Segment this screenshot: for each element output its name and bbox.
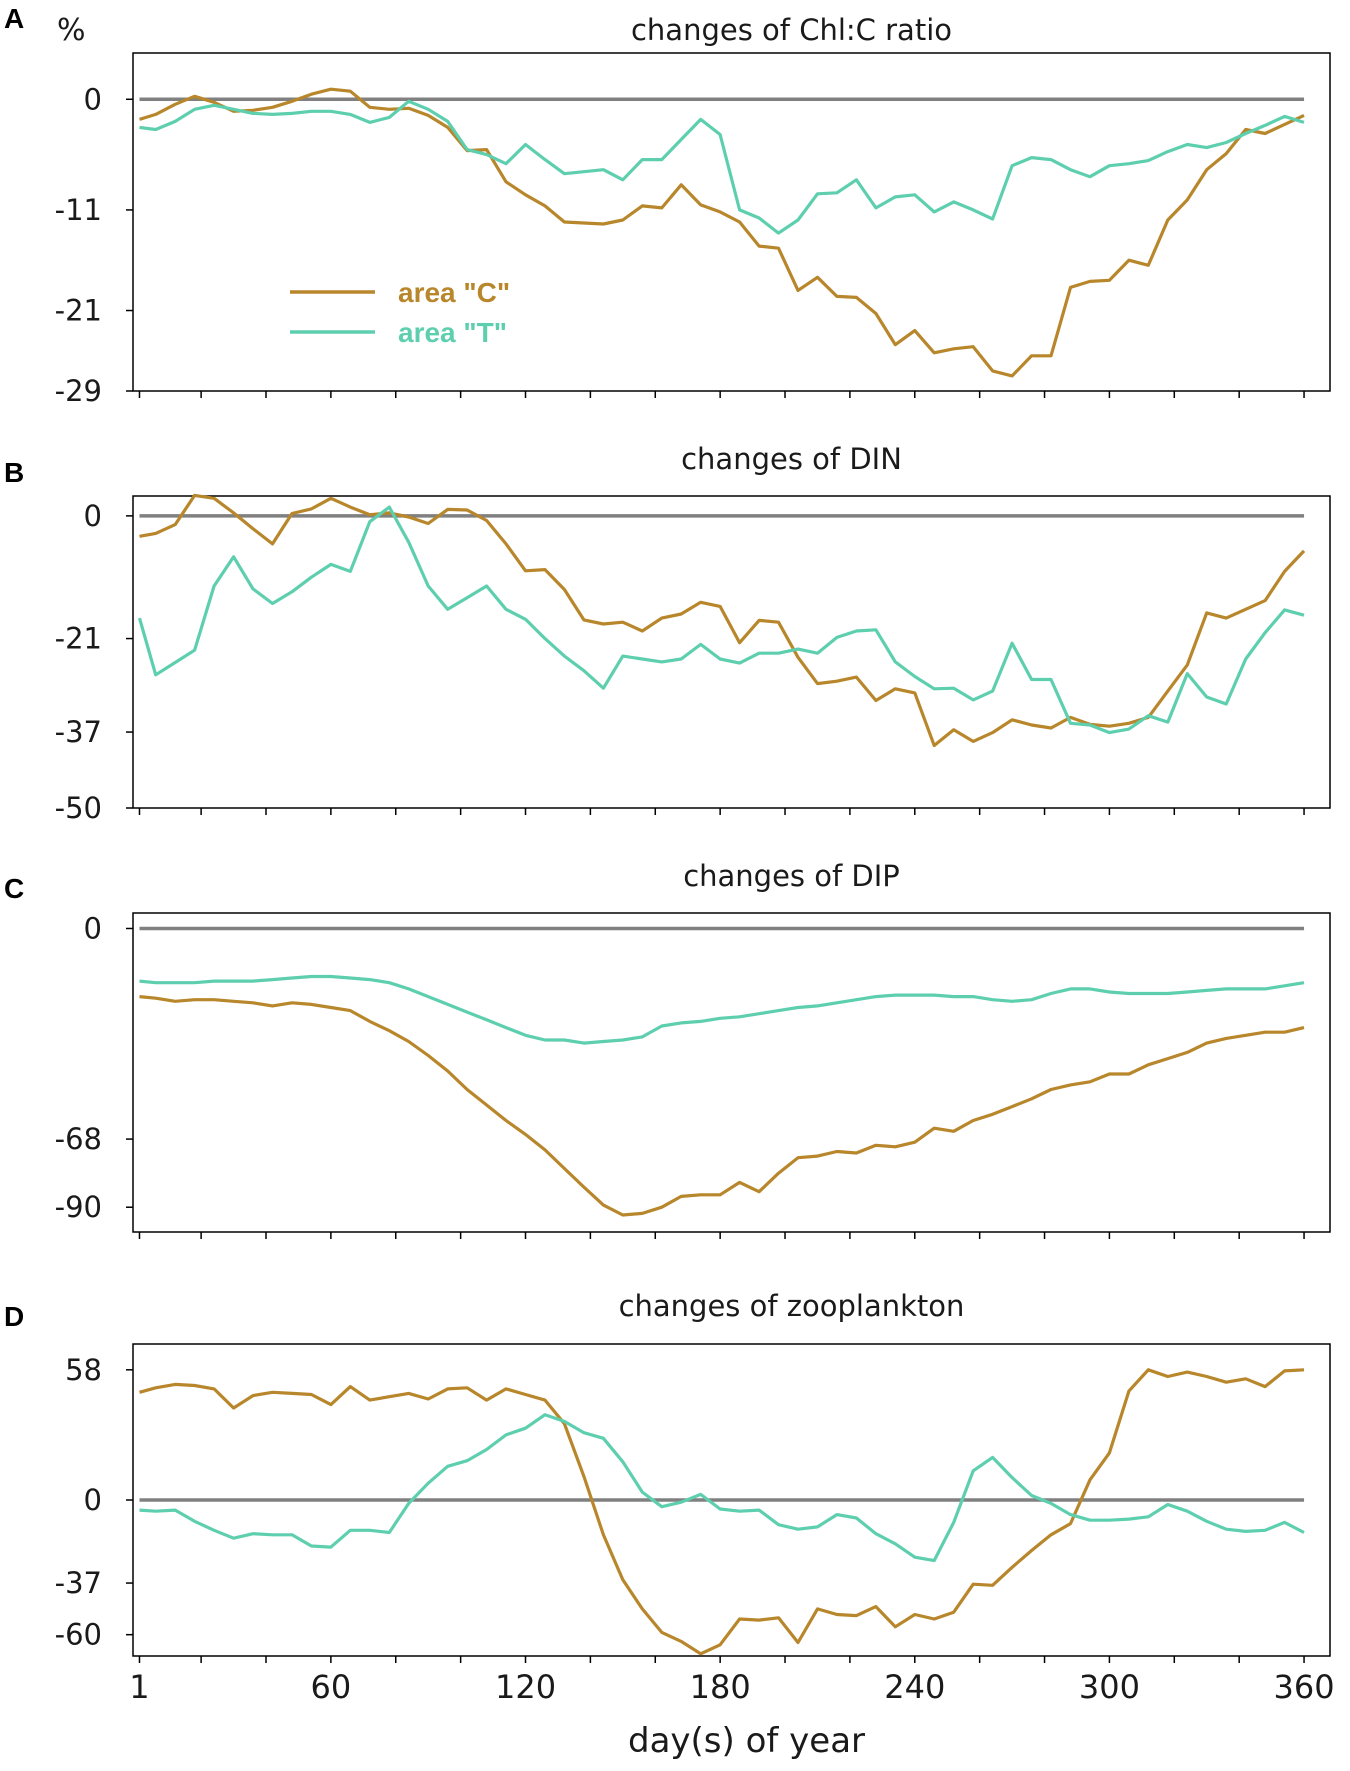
panel-letter: C [4, 873, 24, 904]
legend-label: area "T" [398, 317, 507, 348]
plot-frame [132, 52, 1331, 392]
x-axis-label: day(s) of year [628, 1721, 865, 1761]
legend: area "C" area "T" [290, 277, 510, 348]
panel-letter: D [4, 1301, 24, 1332]
y-unit-label: % [57, 13, 86, 48]
x-tick-label: 120 [495, 1668, 556, 1706]
y-tick-label: -68 [55, 1122, 102, 1156]
x-tick-label: 60 [311, 1668, 352, 1706]
series-line-area-t [139, 99, 1305, 235]
y-tick-label: 0 [84, 499, 102, 533]
x-tick-label: 240 [884, 1668, 945, 1706]
plot-frame [132, 912, 1331, 1233]
chart-title: changes of zooplankton [619, 1289, 965, 1323]
x-tick-label: 300 [1079, 1668, 1140, 1706]
panel-letter: B [4, 457, 24, 488]
series-line-area-c [139, 995, 1305, 1217]
chart-title: changes of Chl:C ratio [631, 13, 952, 47]
x-tick-label: 180 [690, 1668, 751, 1706]
legend-label: area "C" [398, 277, 510, 308]
y-tick-label: -60 [55, 1618, 102, 1652]
y-tick-label: -37 [55, 1566, 102, 1600]
y-tick-label: 0 [84, 911, 102, 945]
y-tick-label: -11 [55, 193, 102, 227]
y-tick-label: -90 [55, 1190, 102, 1224]
y-tick-label: 0 [84, 1483, 102, 1517]
chart-title: changes of DIN [681, 442, 902, 476]
y-tick-label: -50 [55, 791, 102, 825]
x-tick-label: 360 [1274, 1668, 1335, 1706]
series-line-area-t [137, 505, 1305, 735]
plot-frame [132, 495, 1331, 809]
y-tick-label: -37 [55, 715, 102, 749]
y-tick-label: -21 [55, 622, 102, 656]
series-line-area-c [139, 493, 1306, 748]
series-line-area-c [139, 87, 1305, 378]
series-line-area-t [139, 974, 1305, 1045]
series-line-area-t [139, 1413, 1305, 1563]
series-line-area-c [139, 1368, 1305, 1656]
y-tick-label: 0 [84, 82, 102, 116]
y-tick-label: -21 [55, 294, 102, 328]
panel-letter: A [4, 3, 24, 34]
chart-title: changes of DIP [683, 859, 900, 893]
y-tick-label: 58 [65, 1353, 102, 1387]
y-tick-label: -29 [55, 374, 102, 408]
x-tick-label: 1 [129, 1668, 149, 1706]
